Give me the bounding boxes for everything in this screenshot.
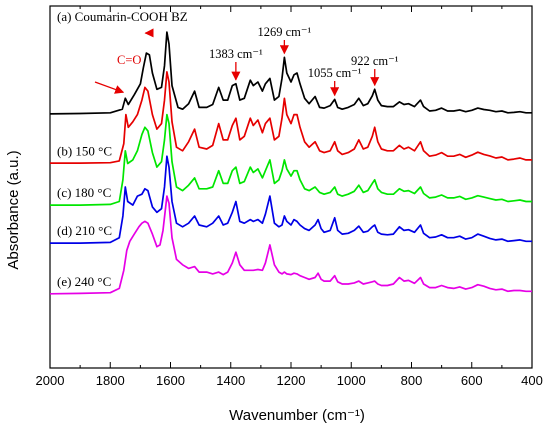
x-tick-label: 800 — [401, 373, 423, 388]
x-tick-label: 1800 — [96, 373, 125, 388]
series-label: (e) 240 °C — [57, 274, 111, 289]
series-line — [49, 195, 532, 295]
series-line — [50, 113, 532, 206]
series-line — [50, 71, 532, 164]
x-tick-label: 1000 — [337, 373, 366, 388]
x-tick-label: 1200 — [277, 373, 306, 388]
series-line — [49, 31, 532, 115]
peak-annotation: 1269 cm⁻¹ — [257, 25, 311, 39]
x-tick-label: 1600 — [156, 373, 185, 388]
series-layer: (a) Coumarin-COOH BZ (b) 150 °C (c) 180 °C… — [49, 9, 532, 295]
ticks-layer: 2000 1800 1600 1400 1200 1000 800 600 400 — [36, 6, 543, 388]
y-axis-title: Absorbance (a.u.) — [5, 150, 22, 269]
series-label: (a) Coumarin-COOH BZ — [57, 9, 188, 24]
series-label: (d) 210 °C — [57, 223, 112, 238]
x-axis-title: Wavenumber (cm⁻¹) — [229, 407, 365, 424]
series-label: (c) 180 °C — [57, 185, 111, 200]
series-line — [50, 155, 532, 244]
x-tick-label: 1400 — [216, 373, 245, 388]
peak-annotation: 1383 cm⁻¹ — [209, 47, 263, 61]
peak-annotation: 922 cm⁻¹ — [351, 54, 399, 68]
annotation-arrow — [94, 81, 125, 94]
x-tick-label: 400 — [521, 373, 543, 388]
series-label: (b) 150 °C — [57, 143, 112, 158]
carbonyl-annotation: C=O — [117, 53, 141, 67]
x-tick-label: 600 — [461, 373, 483, 388]
peak-annotation: 1055 cm⁻¹ — [308, 66, 362, 80]
x-tick-label: 2000 — [36, 373, 65, 388]
